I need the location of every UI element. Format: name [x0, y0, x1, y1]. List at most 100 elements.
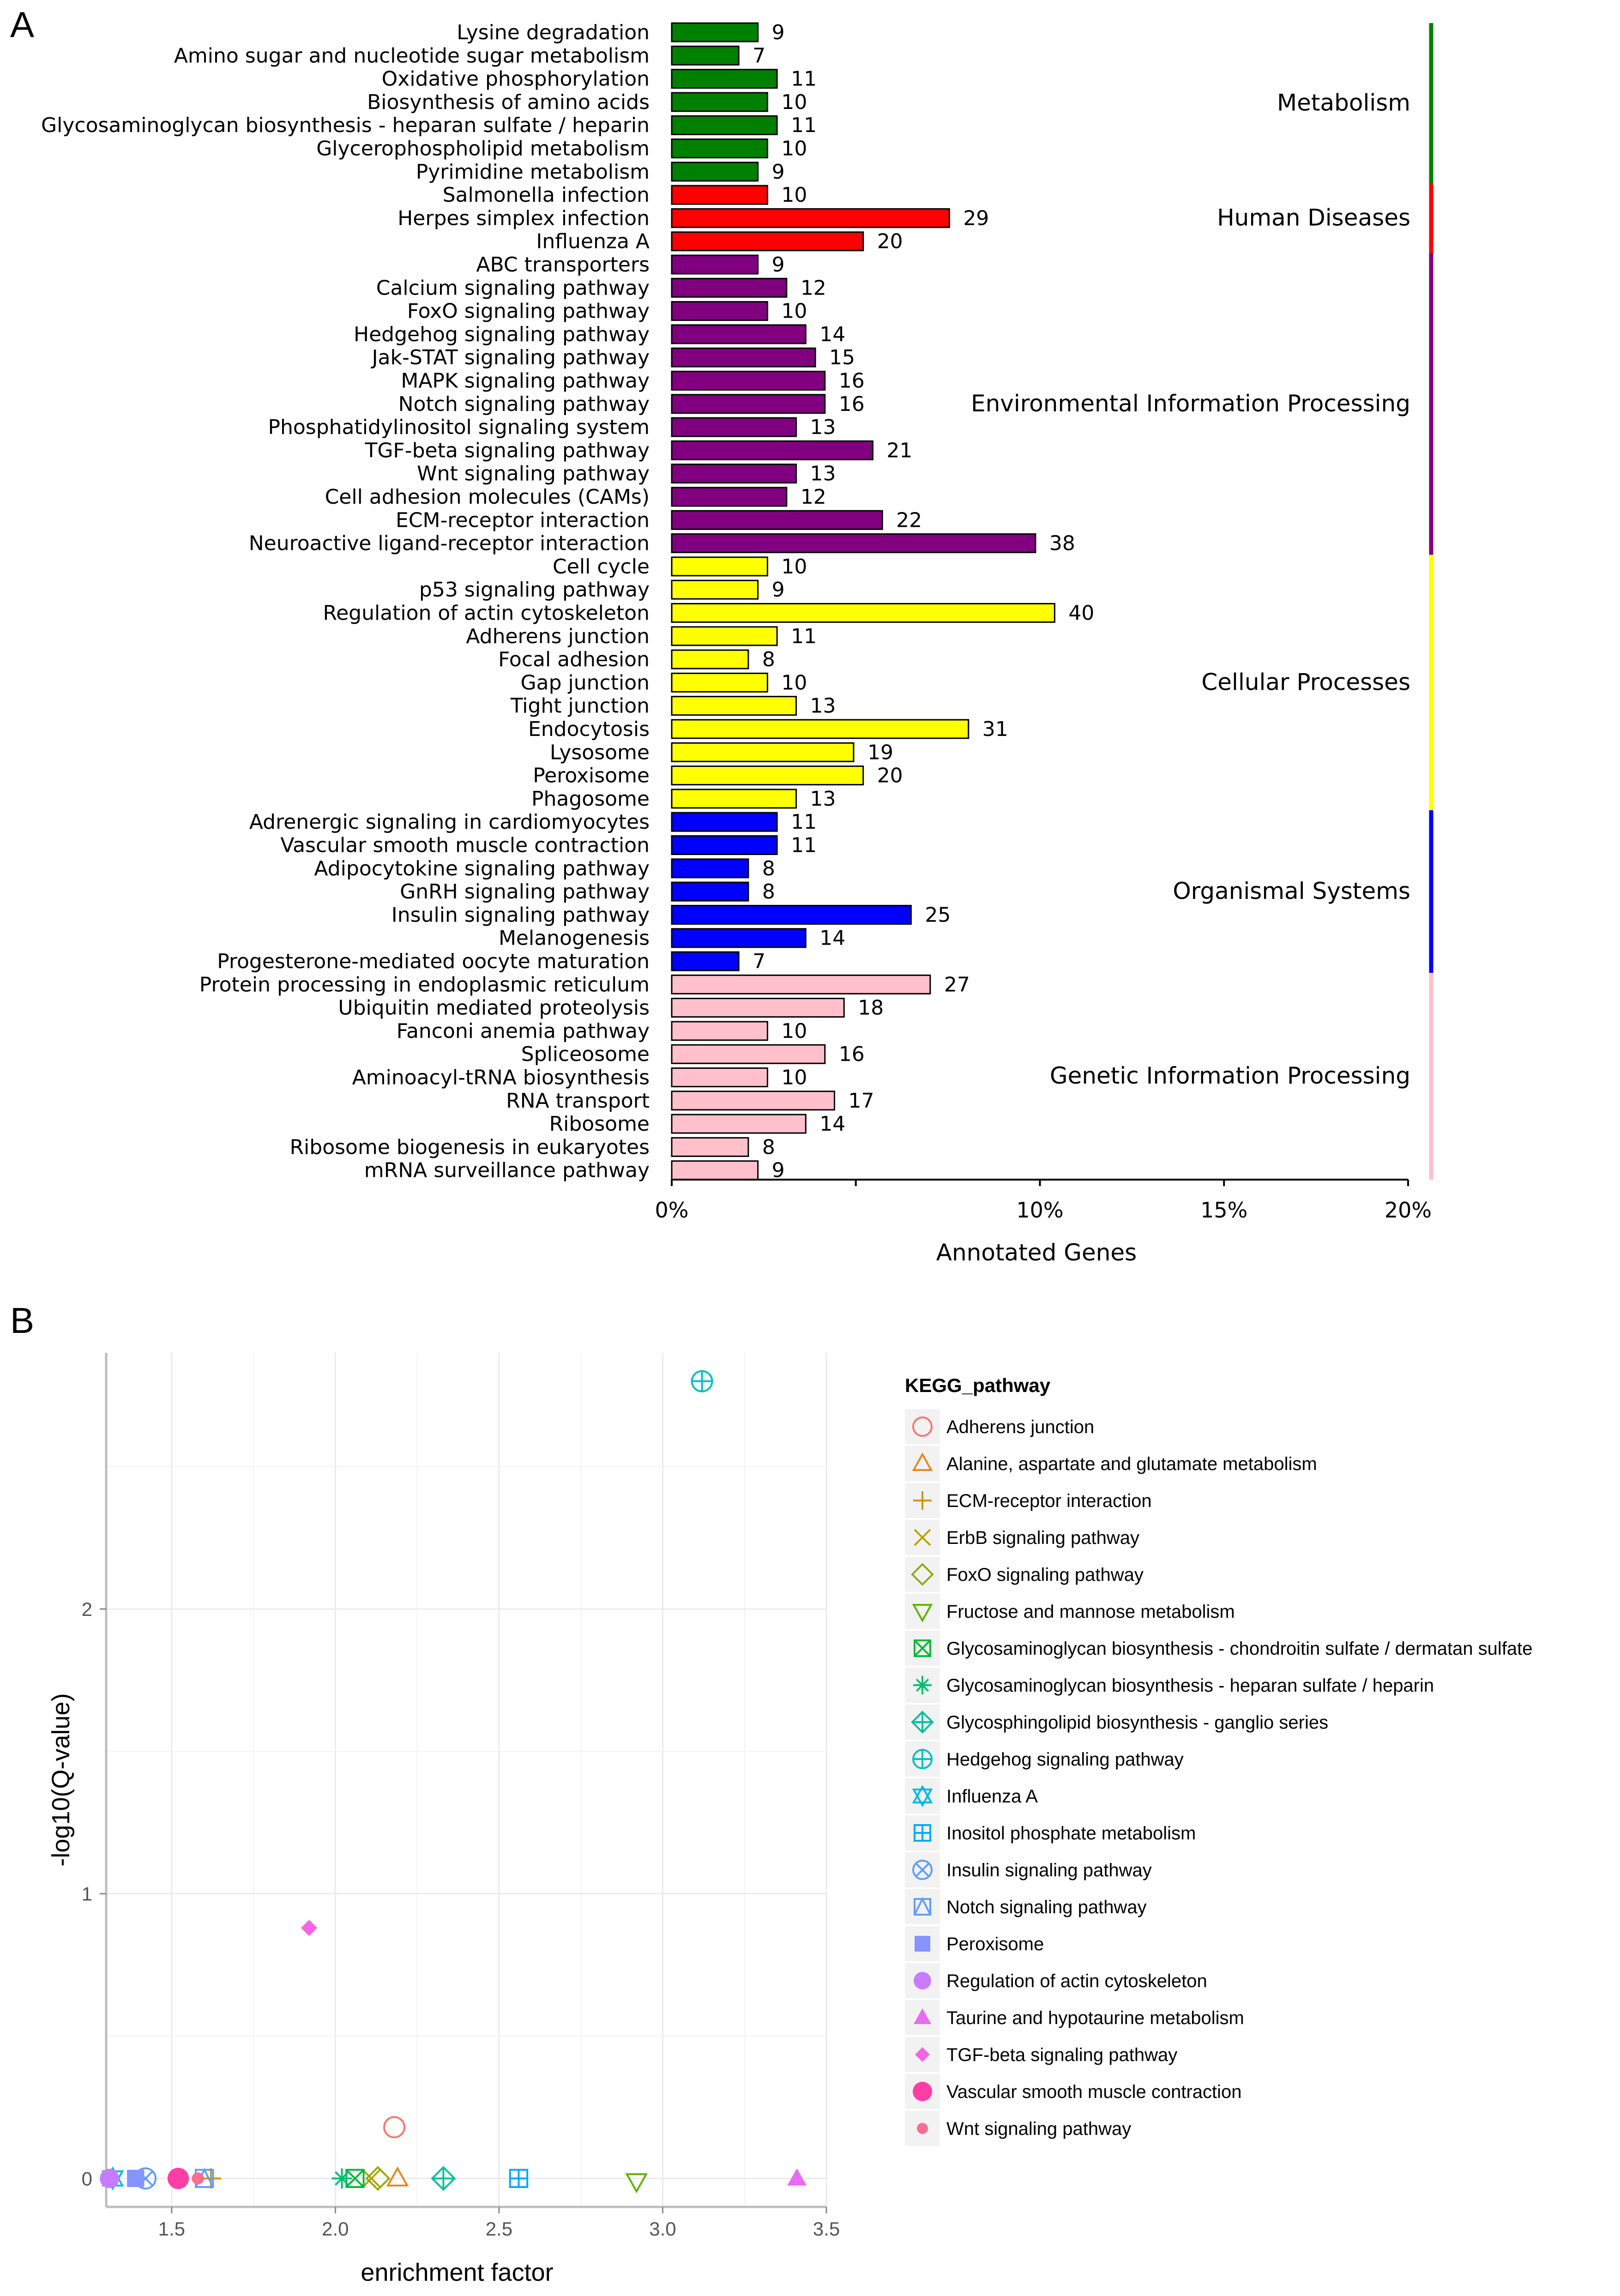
legend-key-bg — [905, 1889, 940, 1924]
bar-value-amino-sugar-and-nucleotide-sugar-metabolism: 7 — [753, 44, 765, 67]
bar-calcium-signaling-pathway — [671, 277, 788, 298]
bar-label-mrna-surveillance-pathway: mRNA surveillance pathway — [364, 1159, 650, 1182]
point-erbb-signaling-pathway — [362, 2169, 381, 2188]
bar-protein-processing-in-endoplasmic-reticulum — [671, 974, 931, 994]
bar-label-spliceosome: Spliceosome — [521, 1043, 650, 1066]
bar-value-oxidative-phosphorylation: 11 — [791, 67, 817, 91]
bar-salmonella-infection — [671, 185, 768, 205]
bar-value-pyrimidine-metabolism: 9 — [772, 160, 785, 184]
bar-lysine-degradation — [671, 22, 759, 42]
bar-gnrh-signaling-pathway — [671, 881, 749, 902]
bar-label-cell-cycle: Cell cycle — [553, 555, 650, 579]
group-label-genetic-information-processing: Genetic Information Processing — [1050, 1062, 1410, 1089]
bar-ribosome-biogenesis-in-eukaryotes — [671, 1137, 749, 1157]
legend-label-wnt-signaling-pathway: Wnt signaling pathway — [946, 2119, 1131, 2139]
bar-value-p53-signaling-pathway: 9 — [772, 578, 785, 602]
bar-p53-signaling-pathway — [671, 579, 759, 600]
legend-key-notch-signaling-pathway — [914, 1897, 931, 1916]
x-tick-label: 10% — [1016, 1198, 1063, 1223]
legend-label-fructose-and-mannose-metabolism: Fructose and mannose metabolism — [946, 1602, 1235, 1622]
bar-value-wnt-signaling-pathway: 13 — [810, 462, 836, 486]
bar-value-biosynthesis-of-amino-acids: 10 — [781, 90, 807, 114]
x-tick-label: 20% — [1385, 1198, 1432, 1223]
bar-glycosaminoglycan-biosynthesis-heparan-sulfate-heparin — [671, 115, 778, 135]
x-axis-title: Annotated Genes — [936, 1239, 1137, 1266]
bar-label-aminoacyl-trna-biosynthesis: Aminoacyl-tRNA biosynthesis — [352, 1066, 650, 1090]
point-glycosaminoglycan-biosynthesis-heparan-sulfate-heparin — [331, 2168, 352, 2189]
bar-endocytosis — [671, 719, 970, 739]
x-tick-label: 3.0 — [649, 2218, 676, 2240]
bar-label-foxo-signaling-pathway: FoxO signaling pathway — [407, 300, 650, 323]
bar-aminoacyl-trna-biosynthesis — [671, 1067, 768, 1087]
bar-label-ribosome-biogenesis-in-eukaryotes: Ribosome biogenesis in eukaryotes — [289, 1135, 650, 1159]
bar-label-gap-junction: Gap junction — [521, 671, 650, 694]
bar-abc-transporters — [671, 254, 759, 275]
bar-value-lysine-degradation: 9 — [772, 21, 785, 44]
bar-value-mrna-surveillance-pathway: 9 — [772, 1159, 785, 1182]
x-tick-label: 2.0 — [322, 2218, 349, 2240]
bar-value-phagosome: 13 — [810, 787, 836, 811]
bar-value-protein-processing-in-endoplasmic-reticulum: 27 — [944, 973, 970, 996]
bar-value-aminoacyl-trna-biosynthesis: 10 — [781, 1066, 807, 1090]
legend-key-insulin-signaling-pathway — [912, 1860, 933, 1880]
legend-label-glycosaminoglycan-biosynthesis-heparan-sulfate-heparin: Glycosaminoglycan biosynthesis - heparan… — [946, 1675, 1434, 1696]
bar-melanogenesis — [671, 928, 807, 948]
bar-value-phosphatidylinositol-signaling-system: 13 — [810, 416, 836, 439]
point-regulation-of-actin-cytoskeleton — [100, 2169, 119, 2188]
bar-label-ecm-receptor-interaction: ECM-receptor interaction — [396, 508, 650, 532]
legend-title: KEGG_pathway — [905, 1374, 1051, 1396]
bar-mapk-signaling-pathway — [671, 371, 826, 391]
y-tick-label: 1 — [82, 1883, 92, 1905]
bar-label-insulin-signaling-pathway: Insulin signaling pathway — [391, 903, 650, 927]
bar-value-peroxisome: 20 — [877, 764, 903, 788]
legend-key-erbb-signaling-pathway — [914, 1529, 931, 1546]
legend-label-alanine-aspartate-and-glutamate-metabolism: Alanine, aspartate and glutamate metabol… — [946, 1454, 1317, 1474]
panel-label-b: B — [10, 1300, 35, 1341]
bar-ubiquitin-mediated-proteolysis — [671, 998, 845, 1018]
bar-value-notch-signaling-pathway: 16 — [839, 392, 865, 416]
legend-label-taurine-and-hypotaurine-metabolism: Taurine and hypotaurine metabolism — [946, 2008, 1244, 2028]
legend-label-glycosphingolipid-biosynthesis-ganglio-series: Glycosphingolipid biosynthesis - ganglio… — [946, 1712, 1328, 1733]
bar-label-gnrh-signaling-pathway: GnRH signaling pathway — [400, 880, 650, 904]
bar-value-ribosome: 14 — [819, 1112, 845, 1136]
bar-ribosome — [671, 1114, 807, 1134]
bar-value-ecm-receptor-interaction: 22 — [896, 508, 922, 532]
bar-value-insulin-signaling-pathway: 25 — [925, 903, 951, 927]
bar-label-phagosome: Phagosome — [531, 787, 650, 811]
point-fructose-and-mannose-metabolism — [625, 2173, 648, 2194]
x-tick-label: 15% — [1200, 1198, 1247, 1223]
bar-value-focal-adhesion: 8 — [762, 648, 775, 671]
bar-label-salmonella-infection: Salmonella infection — [443, 183, 650, 207]
bar-label-ubiquitin-mediated-proteolysis: Ubiquitin mediated proteolysis — [338, 996, 650, 1020]
legend-key-taurine-and-hypotaurine-metabolism — [914, 2008, 931, 2024]
bar-value-fanconi-anemia-pathway: 10 — [781, 1019, 807, 1043]
bar-value-neuroactive-ligand-receptor-interaction: 38 — [1049, 532, 1075, 555]
bar-label-ribosome: Ribosome — [549, 1112, 650, 1136]
bar-label-lysosome: Lysosome — [550, 741, 650, 764]
group-label-metabolism: Metabolism — [1277, 89, 1410, 116]
bar-value-ubiquitin-mediated-proteolysis: 18 — [858, 996, 884, 1020]
legend-key-bg — [905, 1557, 940, 1592]
legend-key-peroxisome — [915, 1936, 930, 1952]
kegg-enrichment-scatter-chart: 1.5 2.0 2.5 3.0 3.5 0 1 2 enrichment factor -log1… — [47, 1353, 1533, 2286]
bar-value-cell-cycle: 10 — [781, 555, 807, 579]
bar-label-phosphatidylinositol-signaling-system: Phosphatidylinositol signaling system — [268, 416, 650, 439]
bar-label-biosynthesis-of-amino-acids: Biosynthesis of amino acids — [367, 90, 650, 114]
bar-pyrimidine-metabolism — [671, 162, 759, 182]
bar-notch-signaling-pathway — [671, 394, 826, 414]
point-taurine-and-hypotaurine-metabolism — [787, 2168, 807, 2186]
bar-focal-adhesion — [671, 649, 749, 669]
legend-label-peroxisome: Peroxisome — [946, 1934, 1044, 1954]
bar-label-rna-transport: RNA transport — [506, 1089, 650, 1113]
bar-label-notch-signaling-pathway: Notch signaling pathway — [398, 392, 650, 416]
bar-jak-stat-signaling-pathway — [671, 347, 816, 368]
point-alanine-aspartate-and-glutamate-metabolism — [386, 2166, 409, 2187]
bar-label-adrenergic-signaling-in-cardiomyocytes: Adrenergic signaling in cardiomyocytes — [249, 810, 650, 834]
legend-label-vascular-smooth-muscle-contraction: Vascular smooth muscle contraction — [946, 2082, 1242, 2102]
bar-label-vascular-smooth-muscle-contraction: Vascular smooth muscle contraction — [280, 834, 650, 857]
group-label-environmental-information-processing: Environmental Information Processing — [971, 390, 1410, 417]
bar-biosynthesis-of-amino-acids — [671, 92, 768, 112]
legend-key-tgf-beta-signaling-pathway — [915, 2047, 930, 2062]
bar-label-melanogenesis: Melanogenesis — [499, 927, 650, 950]
point-wnt-signaling-pathway — [192, 2172, 204, 2185]
